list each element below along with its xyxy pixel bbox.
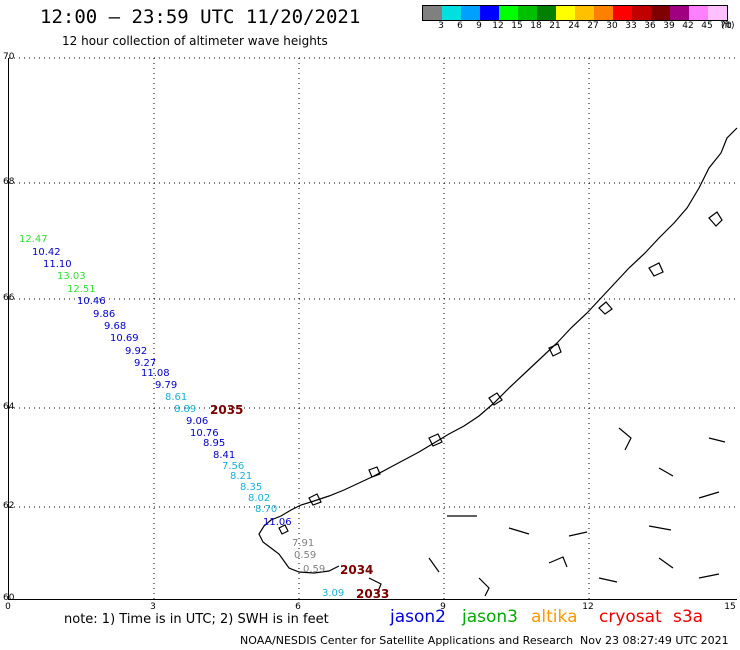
satellite-legend-item: s3a bbox=[673, 607, 704, 627]
timestamp-text: Nov 23 08:27:49 UTC 2021 bbox=[580, 634, 729, 647]
color-legend bbox=[422, 5, 728, 21]
wave-height-label: 9.86 bbox=[93, 309, 116, 320]
wave-height-label: 12.47 bbox=[19, 234, 48, 245]
wave-height-label: 10.69 bbox=[110, 333, 139, 344]
legend-label: 30 bbox=[606, 21, 618, 31]
lon-tick: 3 bbox=[150, 602, 156, 612]
wave-height-label: 3.09 bbox=[322, 588, 345, 599]
lon-tick: 6 bbox=[295, 602, 301, 612]
satellite-legend-item: altika bbox=[531, 607, 578, 627]
wave-height-label: 8.70 bbox=[255, 504, 278, 515]
legend-unit: (ft) bbox=[721, 21, 735, 31]
legend-label: 6 bbox=[457, 21, 463, 31]
legend-swatch bbox=[689, 6, 708, 20]
wave-height-label: 0.59 bbox=[294, 550, 317, 561]
wave-height-label: 8.02 bbox=[248, 493, 271, 504]
footnote: note: 1) Time is in UTC; 2) SWH is in fe… bbox=[64, 612, 329, 627]
legend-label: 70 bbox=[720, 21, 732, 31]
satellite-legend-item: jason3 bbox=[462, 607, 518, 627]
wave-height-label: 9.68 bbox=[104, 321, 127, 332]
wave-height-label: 11.10 bbox=[43, 259, 72, 270]
wave-height-label: 8.35 bbox=[240, 482, 263, 493]
credit-text: NOAA/NESDIS Center for Satellite Applica… bbox=[240, 634, 574, 647]
wave-height-label: 12.51 bbox=[67, 284, 96, 295]
legend-label: 15 bbox=[511, 21, 523, 31]
legend-swatch bbox=[651, 6, 670, 20]
wave-height-label: 8.41 bbox=[213, 450, 236, 461]
legend-swatch bbox=[708, 6, 727, 20]
coastline bbox=[258, 127, 738, 597]
legend-swatch bbox=[518, 6, 537, 20]
lat-tick: 62 bbox=[3, 501, 15, 511]
wave-height-label: 11.08 bbox=[141, 368, 170, 379]
lat-tick: 60 bbox=[3, 593, 15, 603]
legend-swatch bbox=[670, 6, 689, 20]
lon-tick: 15 bbox=[724, 602, 736, 612]
wave-height-label: 9.27 bbox=[134, 358, 157, 369]
wave-height-label: 8.61 bbox=[165, 392, 188, 403]
legend-label: 39 bbox=[663, 21, 675, 31]
lon-tick: 0 bbox=[5, 602, 11, 612]
lat-tick: 64 bbox=[3, 402, 15, 412]
map-grid bbox=[9, 57, 737, 599]
legend-swatch bbox=[613, 6, 632, 20]
legend-swatch bbox=[423, 6, 442, 20]
lon-tick: 9 bbox=[440, 602, 446, 612]
legend-label: 9 bbox=[476, 21, 482, 31]
wave-height-label: 9.79 bbox=[155, 380, 178, 391]
track-time-label: 2034 bbox=[340, 563, 374, 577]
legend-label: 18 bbox=[530, 21, 542, 31]
legend-label: 21 bbox=[549, 21, 561, 31]
wave-height-label: 9.06 bbox=[186, 416, 209, 427]
legend-swatch bbox=[499, 6, 518, 20]
legend-label: 24 bbox=[568, 21, 580, 31]
wave-height-label: 13.03 bbox=[57, 271, 86, 282]
page-subtitle: 12 hour collection of altimeter wave hei… bbox=[62, 34, 328, 48]
color-legend-labels: 3 6 9 12 15 18 21 24 27 30 33 36 39 42 4… bbox=[422, 21, 740, 33]
wave-height-label: 8.95 bbox=[203, 438, 226, 449]
legend-label: 12 bbox=[492, 21, 504, 31]
satellite-legend-item: jason2 bbox=[390, 607, 446, 627]
legend-label: 3 bbox=[438, 21, 444, 31]
lon-tick: 12 bbox=[582, 602, 594, 612]
legend-swatch bbox=[537, 6, 556, 20]
wave-height-label: 8.89 bbox=[174, 404, 197, 415]
legend-swatch bbox=[480, 6, 499, 20]
legend-label: 42 bbox=[682, 21, 694, 31]
legend-label: 27 bbox=[587, 21, 599, 31]
legend-swatch bbox=[442, 6, 461, 20]
legend-swatch bbox=[575, 6, 594, 20]
track-time-label: 2033 bbox=[356, 587, 390, 601]
wave-height-label: 9.92 bbox=[125, 346, 148, 357]
satellite-legend-item: cryosat bbox=[599, 607, 662, 627]
wave-height-label: 10.76 bbox=[190, 428, 219, 439]
legend-swatch bbox=[461, 6, 480, 20]
legend-swatch bbox=[594, 6, 613, 20]
map-svg bbox=[9, 57, 738, 599]
wave-height-label: 7.56 bbox=[222, 461, 245, 472]
lat-tick: 70 bbox=[3, 52, 15, 62]
wave-height-label: 7.91 bbox=[292, 538, 315, 549]
legend-label: 33 bbox=[625, 21, 637, 31]
lat-tick: 68 bbox=[3, 177, 15, 187]
wave-height-label: 10.46 bbox=[77, 296, 106, 307]
page-title: 12:00 – 23:59 UTC 11/20/2021 bbox=[40, 6, 361, 28]
legend-label: 45 bbox=[701, 21, 713, 31]
legend-swatch bbox=[632, 6, 651, 20]
lat-tick: 66 bbox=[3, 293, 15, 303]
legend-label: 36 bbox=[644, 21, 656, 31]
legend-swatch bbox=[556, 6, 575, 20]
wave-height-label: 0.59 bbox=[303, 564, 326, 575]
wave-height-label: 11.06 bbox=[263, 517, 292, 528]
track-time-label: 2035 bbox=[210, 403, 244, 417]
wave-height-label: 10.42 bbox=[32, 247, 61, 258]
map-area bbox=[8, 57, 738, 600]
wave-height-label: 8.21 bbox=[230, 471, 253, 482]
